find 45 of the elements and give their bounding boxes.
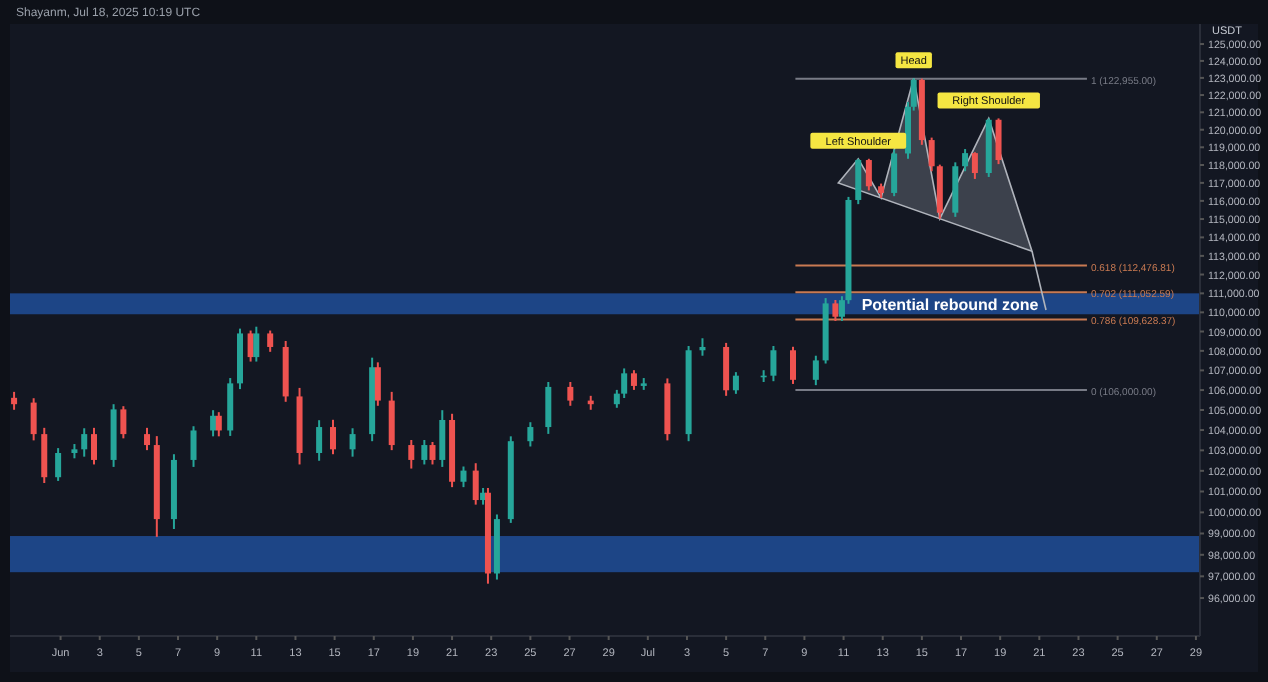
candlestick <box>329 418 336 456</box>
candlestick <box>120 405 127 440</box>
candlestick <box>439 409 446 468</box>
candlestick <box>855 157 862 206</box>
candlestick <box>952 161 959 218</box>
candlestick <box>30 397 37 442</box>
candlestick <box>630 369 637 391</box>
candlestick <box>812 354 819 387</box>
candlestick <box>472 462 479 506</box>
candlestick <box>210 409 217 438</box>
candlestick <box>253 325 260 363</box>
candlestick <box>995 117 1002 166</box>
candlestick <box>732 371 739 395</box>
candlestick <box>388 390 395 452</box>
candlestick <box>267 329 274 353</box>
candlestick <box>349 427 356 458</box>
candlestick <box>81 427 88 458</box>
candlestick <box>227 377 234 437</box>
candlestick <box>962 148 969 173</box>
candlestick <box>91 426 98 466</box>
candlestick <box>621 367 628 400</box>
candlestick <box>215 411 222 438</box>
candlestick <box>770 345 777 383</box>
candlestick <box>891 148 898 198</box>
candlestick <box>429 441 436 466</box>
candlestick <box>41 426 48 484</box>
candlestick <box>971 151 978 180</box>
band-label: Potential rebound zone <box>861 295 1040 314</box>
candlestick <box>790 345 796 385</box>
candlestick <box>374 361 381 407</box>
candlestick <box>316 419 323 462</box>
candlestick <box>545 380 552 435</box>
candlestick <box>55 447 62 482</box>
candlestick <box>567 380 574 407</box>
candlestick <box>527 421 534 448</box>
candlestick <box>190 425 197 468</box>
candlestick <box>832 298 839 322</box>
candlestick <box>865 157 872 192</box>
candlestick <box>408 438 415 470</box>
candlestick <box>460 465 467 489</box>
candlestick <box>421 438 428 466</box>
candlestick <box>936 163 943 220</box>
candlestick <box>144 426 151 452</box>
candlestick <box>928 136 935 173</box>
candlestick <box>723 341 730 397</box>
